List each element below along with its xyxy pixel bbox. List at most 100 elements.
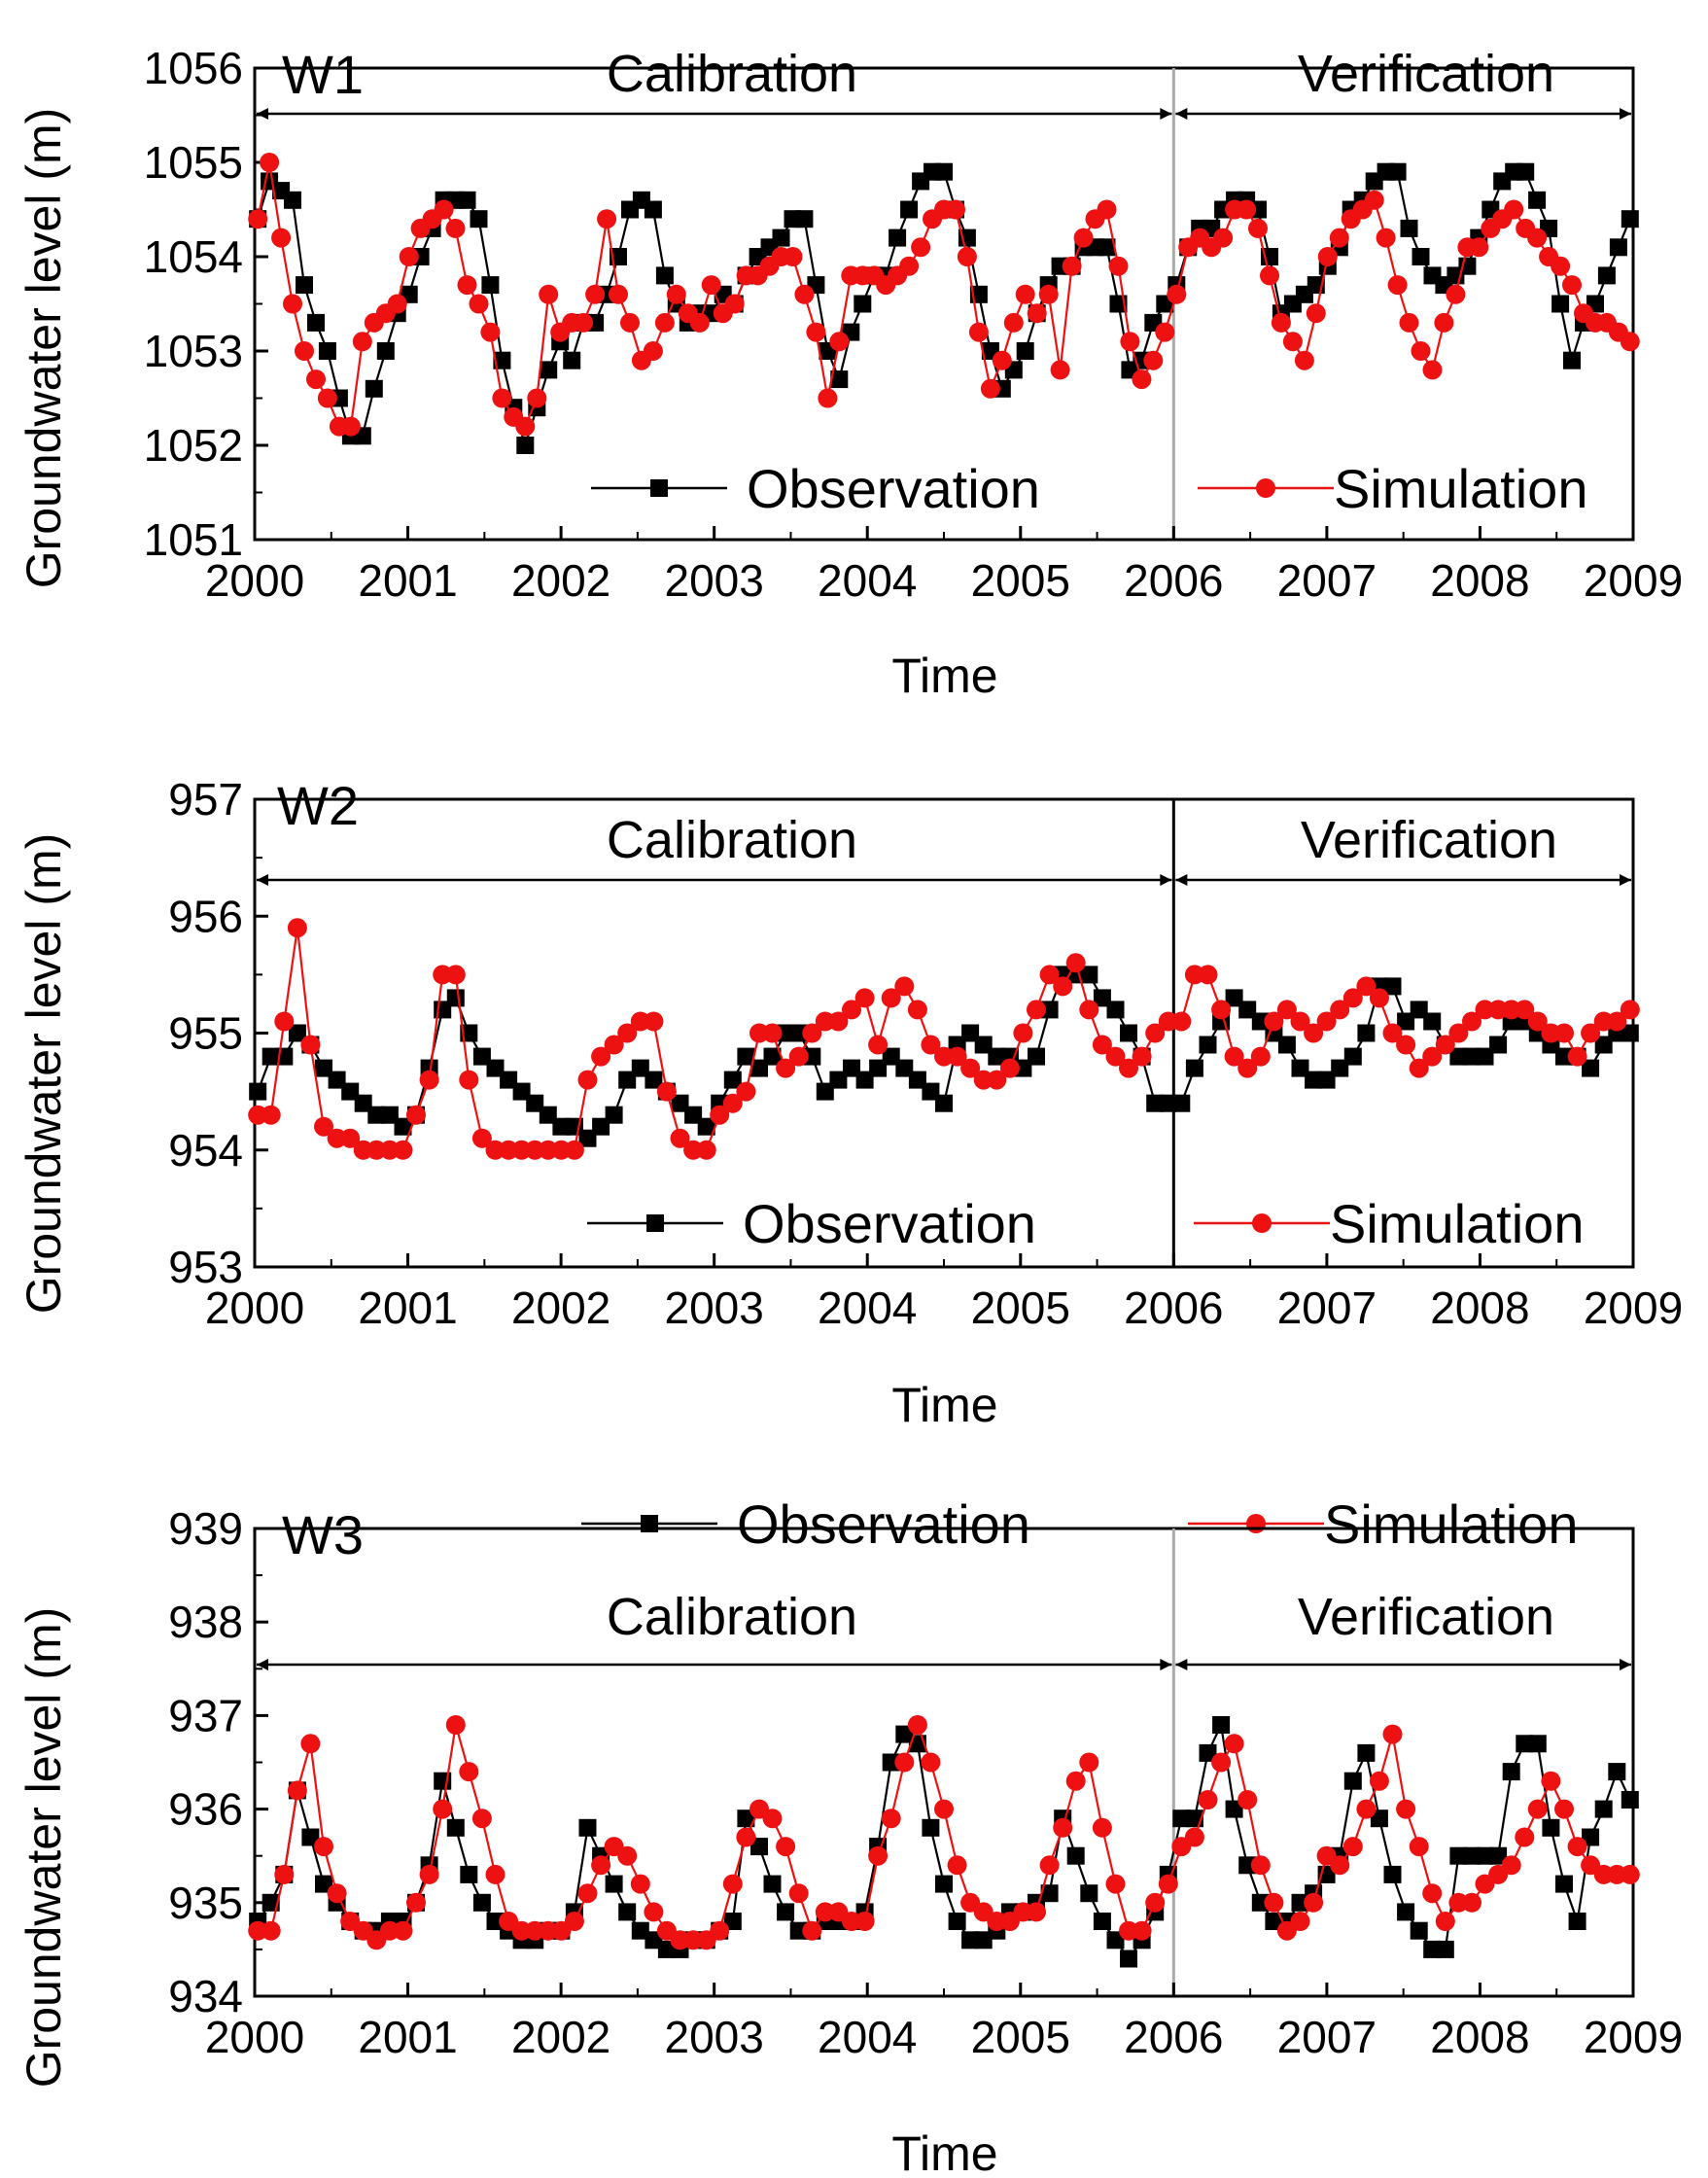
panel-w2-label: W2 [277, 775, 359, 836]
panel-w3-series-simulation-point [1382, 1724, 1403, 1744]
panel-w1-series-observation-point [493, 351, 511, 369]
panel-w1-series-simulation-point [1073, 228, 1094, 248]
panel-w3-series-observation-point [460, 1865, 478, 1883]
panel-w2-series-simulation-point [1567, 1046, 1587, 1067]
panel-w2-series-simulation-point [393, 1140, 413, 1160]
panel-w2-series-simulation-point [604, 1035, 624, 1055]
panel-w1-series-observation-point [318, 342, 336, 360]
panel-w2-series-simulation-point [459, 1070, 479, 1090]
panel-w2-series-observation-point [1317, 1071, 1336, 1089]
panel-w1-series-simulation-point [248, 209, 268, 229]
panel-w2-series-simulation-point [947, 1046, 967, 1067]
panel-w3-series-simulation-point [1198, 1790, 1218, 1809]
panel-w2-series-simulation-point [1132, 1046, 1152, 1067]
panel-w2-series-observation-point [1225, 989, 1243, 1007]
panel-w2-series-observation-point [380, 1106, 399, 1124]
panel-w3-calibration-label: Calibration [607, 1588, 857, 1646]
panel-w3-series-simulation-point [1132, 1920, 1152, 1941]
panel-w1-xtick-label: 2005 [971, 555, 1070, 606]
panel-w1-series-simulation-point [643, 341, 663, 361]
panel-w3-series-simulation-point [1237, 1790, 1258, 1809]
panel-w1-legend-observation: Observation [591, 458, 1040, 519]
panel-w1-series-simulation-point [1469, 237, 1489, 258]
panel-w2-series-observation-point [1251, 1012, 1270, 1031]
panel-w3-series-observation-point [895, 1725, 914, 1743]
panel-w1-series-observation-point [516, 437, 535, 454]
panel-w3-series-simulation-point [445, 1715, 466, 1735]
panel-w3-series-simulation-point [419, 1864, 439, 1884]
panel-w2-series-observation-point [723, 1071, 742, 1089]
panel-w3-series-simulation-point [1290, 1912, 1310, 1931]
panel-w1-series-observation-point [772, 228, 790, 247]
panel-w3-verification-label: Verification [1298, 1588, 1554, 1646]
panel-w1-series-simulation-point [957, 247, 977, 266]
panel-w2-series-simulation-point [1092, 1035, 1112, 1055]
panel-w1-ylabel: Groundwater level (m) [17, 108, 71, 589]
panel-w2-series-simulation-point [710, 1105, 730, 1125]
panel-w1-series-simulation-point [980, 378, 1000, 399]
panel-w2-series-observation-point [974, 1036, 993, 1054]
panel-w3-series-observation-point [315, 1875, 332, 1893]
panel-w1-series-observation-point [889, 228, 907, 247]
panel-w2-series-observation-point [539, 1106, 557, 1124]
panel-w2-series-observation-point [446, 989, 465, 1007]
panel-w2-series-simulation-point [788, 1046, 809, 1067]
panel-w1-series-simulation-point [480, 322, 501, 342]
panel-w1-series-simulation-point [1317, 247, 1338, 266]
panel-w2-series-simulation-point [1435, 1035, 1455, 1055]
panel-w1-series-observation-point [1516, 162, 1535, 181]
panel-w3-xtick-label: 2005 [971, 2012, 1070, 2062]
panel-w1-ytick-label: 1056 [144, 43, 243, 93]
panel-w1-series-observation-point [1098, 238, 1116, 257]
panel-w2-series-simulation-point [274, 1011, 295, 1032]
panel-w1-series-simulation-point [1050, 360, 1070, 380]
panel-w2-series-simulation-point [1356, 976, 1377, 997]
panel-w1-series-simulation-point [1062, 256, 1082, 276]
panel-w3-series-simulation-point [1065, 1771, 1086, 1791]
panel-w3-series-simulation-point [1356, 1799, 1377, 1819]
panel-w2-series-simulation-point [960, 1058, 981, 1078]
panel-w2-series-observation-point [816, 1082, 834, 1101]
panel-w2-series-observation-point [328, 1071, 346, 1089]
panel-w2-series-simulation-point [1369, 988, 1389, 1008]
panel-w2-xtick-label: 2009 [1584, 1282, 1683, 1333]
panel-w3-series-observation-point [723, 1913, 742, 1930]
panel-w1-series-simulation-point [260, 153, 280, 172]
panel-w3-series-observation-point [1225, 1800, 1243, 1818]
panel-w3-series-simulation-point [433, 1799, 453, 1819]
panel-w1-series-simulation-point [1097, 199, 1117, 220]
panel-w3-xtick-label: 2002 [511, 2012, 610, 2062]
panel-w3-series-simulation-point [1422, 1883, 1443, 1904]
panel-w1-series-observation-point [1609, 238, 1627, 257]
panel-w1-series-observation-point [1597, 266, 1616, 285]
panel-w2-series-simulation-point [261, 1105, 281, 1125]
panel-w3-series-simulation-point [577, 1883, 598, 1904]
panel-w1-xtick-label: 2002 [511, 555, 610, 606]
panel-w1-series-observation-point [284, 191, 301, 209]
panel-w2-ytick-label: 954 [168, 1125, 243, 1176]
panel-w2-series-simulation-point [802, 1023, 822, 1043]
panel-w2-series-simulation-point [1145, 1023, 1166, 1043]
panel-w2-xtick-label: 2004 [818, 1282, 917, 1333]
panel-w1-ytick-label: 1054 [144, 231, 243, 282]
panel-w1-series-observation-point [1563, 351, 1581, 369]
panel-w2-series-observation-point [367, 1106, 386, 1124]
panel-w1-series-simulation-point [992, 350, 1012, 370]
panel-w2-series-observation-point [1476, 1047, 1494, 1066]
panel-w1-series-simulation-point [457, 275, 477, 296]
panel-w3-series-observation-point [657, 1940, 676, 1958]
panel-w3-series-simulation-point [710, 1920, 730, 1941]
panel-w3-ytick-label: 934 [168, 1971, 243, 2021]
panel-w3-series-simulation-point [907, 1715, 927, 1735]
panel-w2-series-simulation-line [258, 928, 1631, 1151]
panel-w1-series-simulation-point [1282, 332, 1303, 352]
panel-w3-series-simulation-point [274, 1864, 295, 1884]
panel-w2-series-observation-point [803, 1047, 821, 1066]
panel-w3-series-simulation-point [881, 1809, 901, 1829]
panel-w2-xtick-label: 2006 [1124, 1282, 1223, 1333]
panel-w1-series-simulation-point [1120, 332, 1140, 352]
panel-w2-series-observation-point [1199, 1036, 1217, 1054]
panel-w2-series-simulation-point [314, 1116, 333, 1137]
panel-w2-series-observation-point [1277, 1036, 1296, 1054]
panel-w2-series-simulation-point [1448, 1023, 1469, 1043]
